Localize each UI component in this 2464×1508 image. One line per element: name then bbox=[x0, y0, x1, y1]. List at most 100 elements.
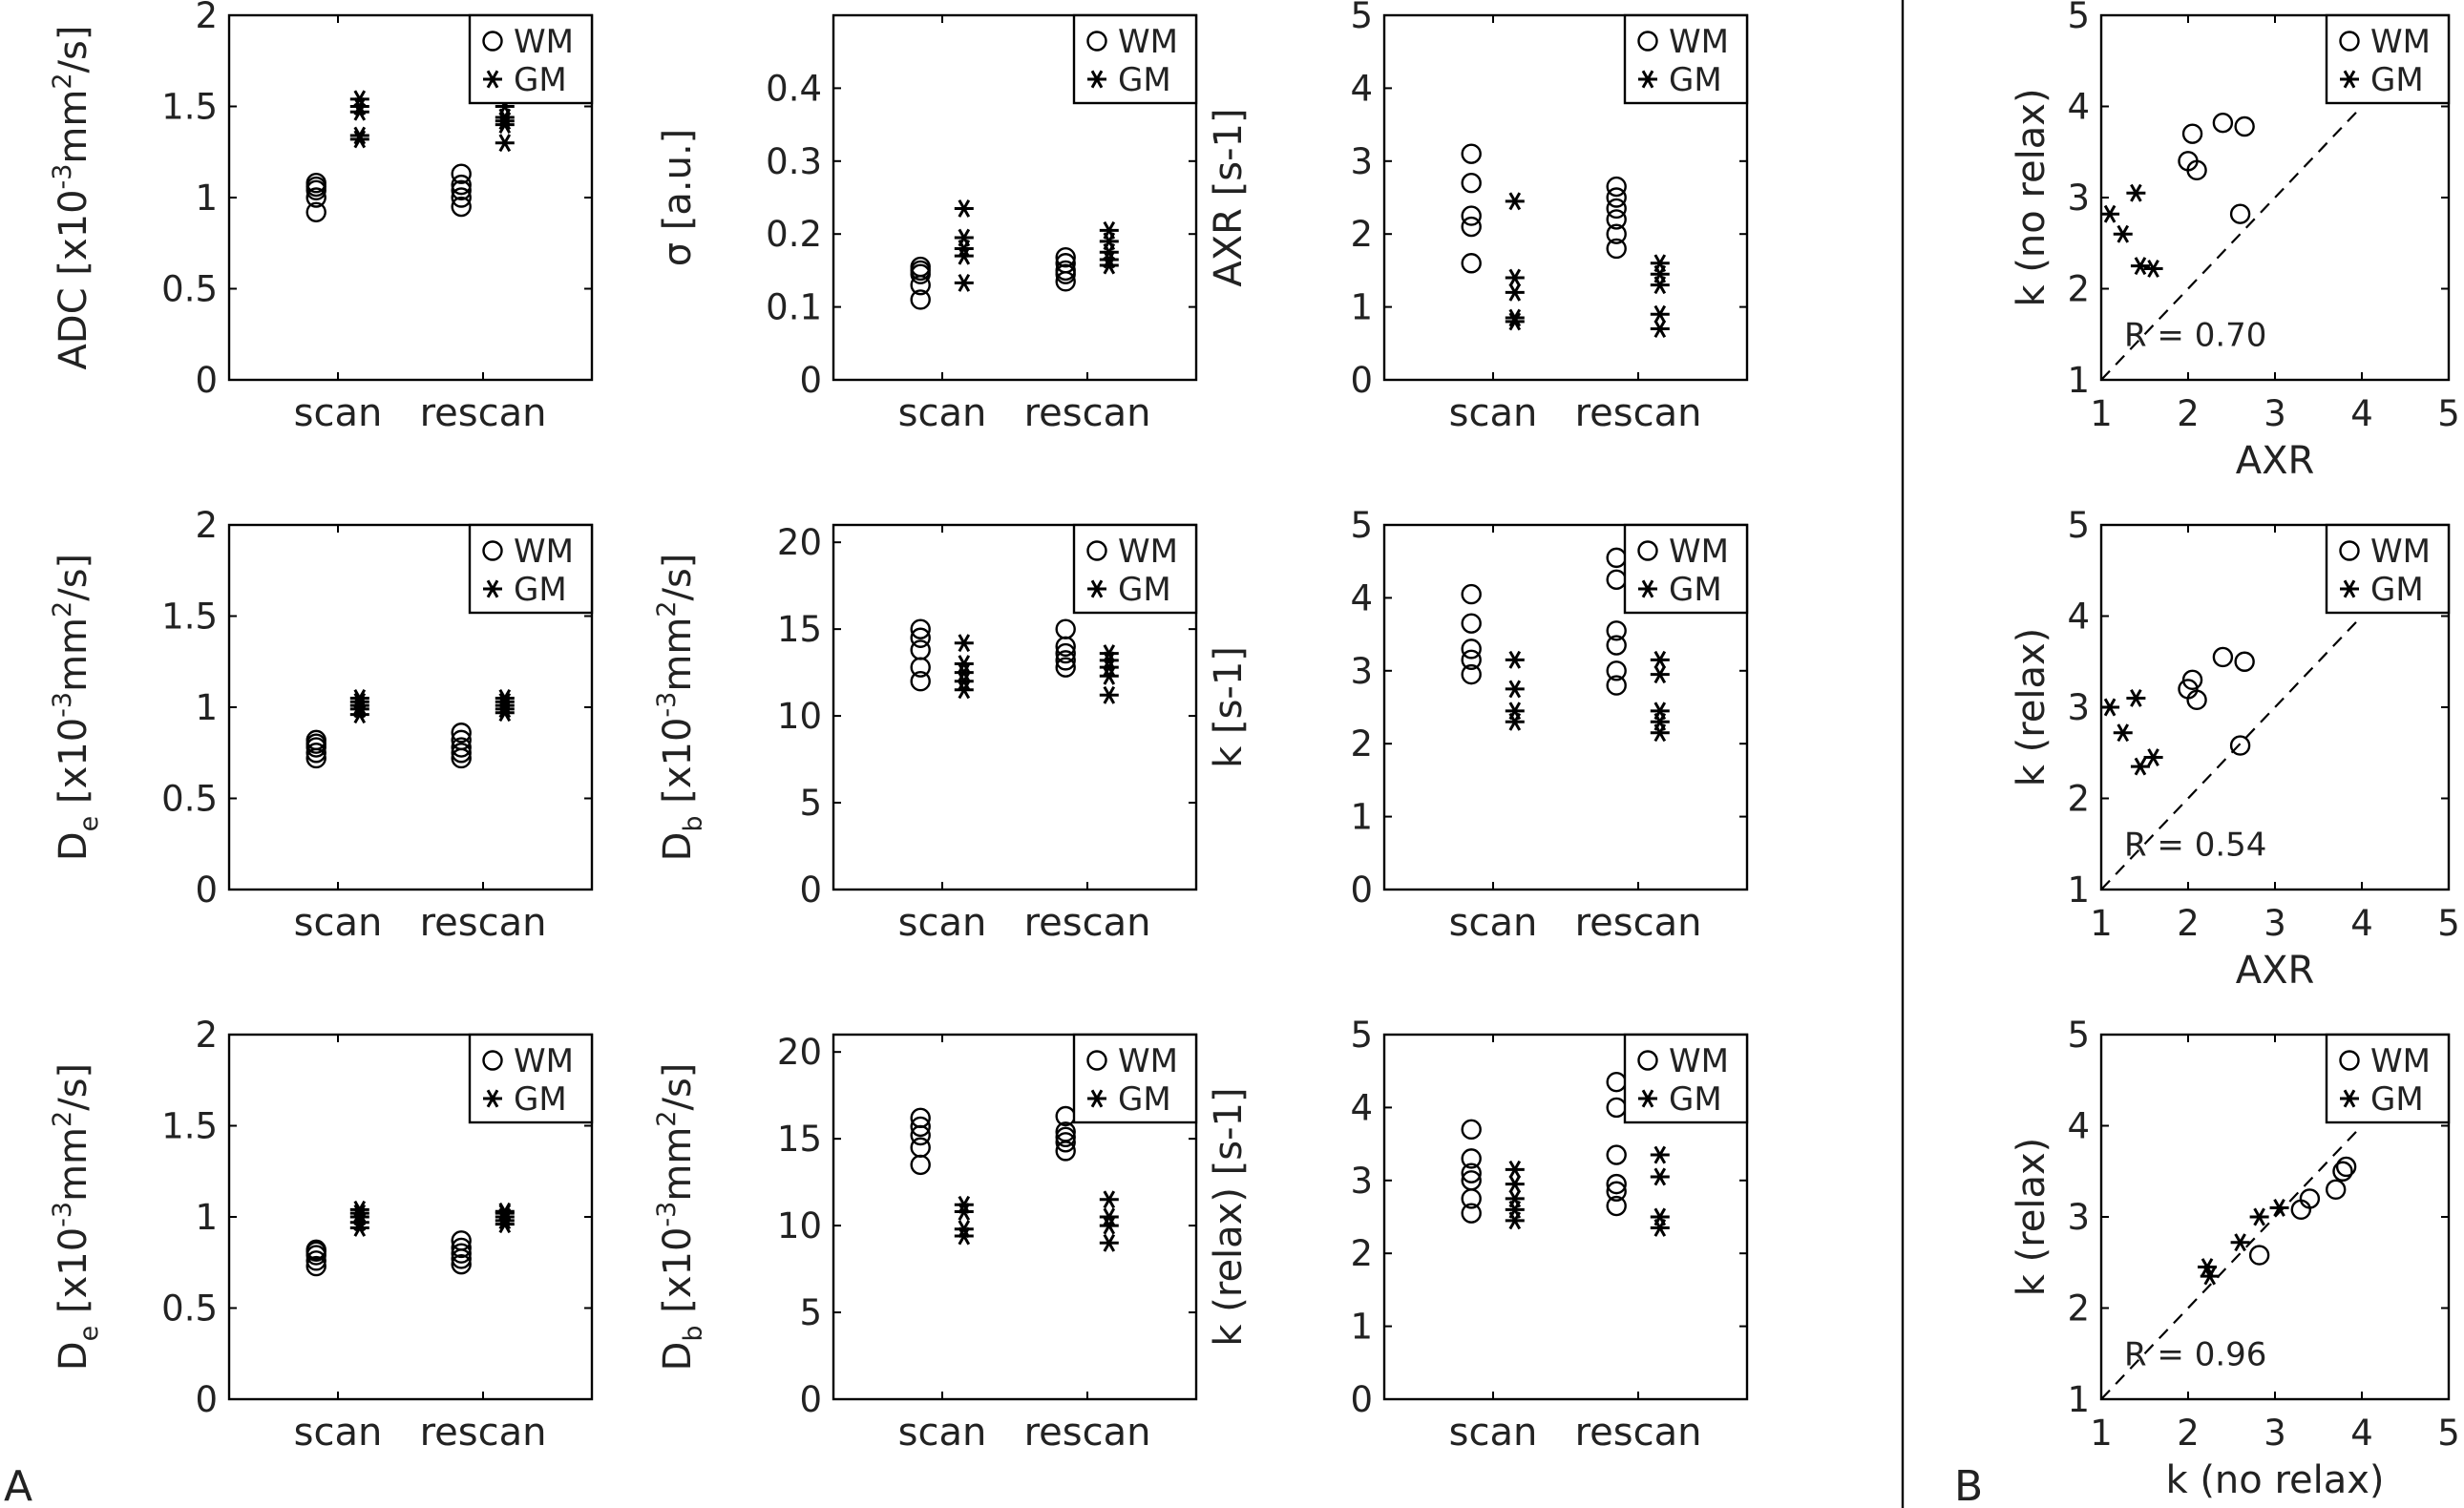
wm-point bbox=[2229, 203, 2251, 224]
legend-wm-label: WM bbox=[514, 533, 574, 571]
wm-point bbox=[2229, 735, 2251, 756]
y-tick-label: 5 bbox=[1350, 1015, 1373, 1056]
y-tick-label: 0.4 bbox=[766, 68, 822, 109]
correlation-annotation: R = 0.54 bbox=[2124, 826, 2266, 864]
gm-point bbox=[1650, 320, 1670, 338]
wm-point bbox=[910, 1137, 931, 1158]
wm-point bbox=[1055, 650, 1076, 671]
wm-point bbox=[1606, 187, 1627, 208]
gm-point bbox=[1099, 644, 1119, 663]
legend-wm-icon bbox=[2339, 540, 2360, 561]
wm-point bbox=[1606, 238, 1627, 260]
axes-frame bbox=[1382, 13, 1749, 382]
gm-point bbox=[1099, 1190, 1119, 1209]
wm-point bbox=[1606, 1173, 1627, 1195]
wm-point bbox=[910, 1107, 931, 1129]
legend-gm-label: GM bbox=[2370, 1080, 2424, 1119]
wm-point bbox=[910, 657, 931, 678]
wm-point bbox=[1461, 583, 1482, 605]
y-tick-label: 15 bbox=[777, 609, 822, 650]
gm-point bbox=[1099, 250, 1119, 269]
gm-point bbox=[1650, 304, 1670, 324]
gm-point bbox=[495, 692, 515, 711]
y-tick-label: 3 bbox=[1350, 141, 1373, 182]
gm-point bbox=[349, 90, 369, 109]
y-tick-label: 1.5 bbox=[161, 87, 218, 128]
x-category-label: scan bbox=[1449, 391, 1538, 435]
gm-point bbox=[1099, 220, 1119, 240]
y-tick-label: 3 bbox=[2067, 687, 2090, 728]
gm-point bbox=[495, 115, 515, 135]
axes-frame bbox=[1382, 1033, 1749, 1401]
legend-gm-label: GM bbox=[514, 571, 567, 609]
gm-point bbox=[349, 696, 369, 715]
gm-point bbox=[349, 97, 369, 115]
x-tick-label: 1 bbox=[2090, 1413, 2113, 1454]
wm-point bbox=[2181, 669, 2203, 691]
axes-frame bbox=[832, 523, 1198, 891]
gm-point bbox=[349, 1207, 369, 1226]
y-axis-label: k (no relax) bbox=[2010, 88, 2053, 306]
y-tick-label: 2 bbox=[1350, 214, 1373, 255]
axes-frame bbox=[832, 13, 1198, 382]
legend-wm-label: WM bbox=[1669, 23, 1729, 61]
wm-point bbox=[451, 743, 472, 764]
y-tick-label: 0 bbox=[1350, 360, 1373, 401]
gm-point bbox=[2113, 723, 2133, 743]
y-axis-label: De [x10-3mm2/s] bbox=[48, 1063, 104, 1371]
wm-point bbox=[2186, 689, 2207, 711]
panel-label-b: B bbox=[1954, 1462, 1983, 1508]
gm-point bbox=[2130, 757, 2150, 776]
x-category-label: rescan bbox=[1575, 901, 1702, 945]
wm-point bbox=[910, 289, 931, 310]
y-tick-label: 0.5 bbox=[161, 1288, 218, 1330]
gm-point bbox=[954, 228, 974, 247]
x-category-label: scan bbox=[898, 391, 987, 435]
legend-wm-label: WM bbox=[514, 1042, 574, 1080]
x-category-label: rescan bbox=[1024, 391, 1151, 435]
legend-wm-icon bbox=[2339, 1050, 2360, 1071]
wm-point bbox=[305, 729, 326, 751]
legend-gm-label: GM bbox=[1118, 61, 1171, 99]
gm-point bbox=[1650, 712, 1670, 731]
wm-point bbox=[305, 187, 326, 208]
y-tick-label: 20 bbox=[777, 1032, 822, 1073]
wm-point bbox=[2299, 1188, 2321, 1209]
legend-wm-label: WM bbox=[2370, 533, 2431, 571]
wm-point bbox=[451, 174, 472, 196]
y-tick-label: 4 bbox=[1350, 577, 1373, 618]
y-tick-label: 1 bbox=[1350, 797, 1373, 838]
x-tick-label: 2 bbox=[2177, 393, 2200, 434]
wm-point bbox=[451, 179, 472, 201]
wm-point bbox=[1606, 223, 1627, 244]
y-axis-label: Db [x10-3mm2/s] bbox=[652, 554, 708, 862]
wm-point bbox=[1055, 1126, 1076, 1148]
gm-point bbox=[1650, 723, 1670, 743]
gm-point bbox=[495, 1202, 515, 1221]
gm-point bbox=[954, 1220, 974, 1239]
y-tick-label: 5 bbox=[1350, 0, 1373, 36]
x-category-label: scan bbox=[294, 901, 383, 945]
y-tick-label: 3 bbox=[2067, 1197, 2090, 1238]
wm-point bbox=[451, 1243, 472, 1264]
legend-wm-icon bbox=[1086, 540, 1107, 561]
x-tick-label: 3 bbox=[2264, 393, 2286, 434]
legend-wm-icon bbox=[1637, 1050, 1658, 1071]
legend-wm-icon bbox=[1637, 540, 1658, 561]
gm-point bbox=[954, 1195, 974, 1214]
legend-wm-label: WM bbox=[2370, 1042, 2431, 1080]
legend-wm-icon bbox=[2339, 31, 2360, 52]
y-tick-label: 2 bbox=[2067, 1288, 2090, 1330]
wm-point bbox=[910, 618, 931, 639]
legend-wm-label: WM bbox=[1118, 1042, 1178, 1080]
gm-point bbox=[1505, 1189, 1525, 1208]
gm-point bbox=[349, 130, 369, 149]
wm-point bbox=[1606, 620, 1627, 641]
legend-wm-icon bbox=[482, 31, 503, 52]
